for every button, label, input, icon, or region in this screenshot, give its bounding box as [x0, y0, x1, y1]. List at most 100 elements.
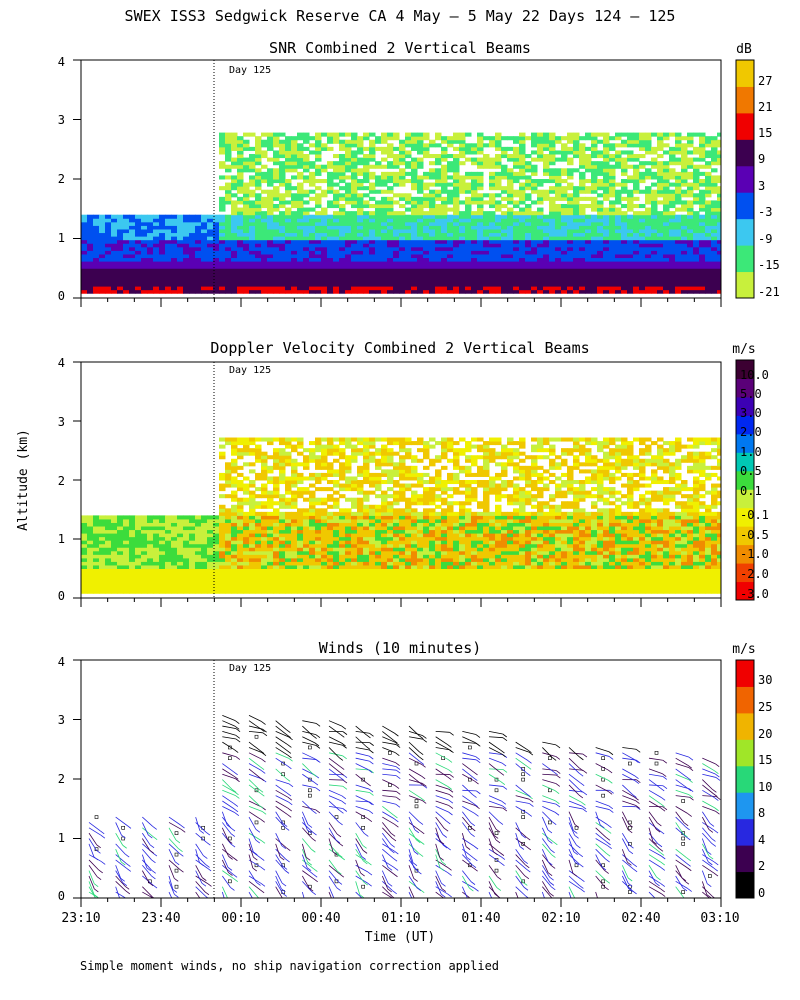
snr-cell: [603, 218, 610, 223]
doppler-cell: [111, 529, 118, 534]
snr-cell: [153, 282, 160, 287]
snr-cell: [483, 211, 490, 216]
snr-cell: [687, 189, 694, 194]
snr-cell: [327, 282, 334, 287]
snr-cell: [243, 211, 250, 216]
doppler-cell: [321, 526, 328, 531]
snr-cell: [693, 243, 700, 248]
doppler-cell: [141, 589, 148, 594]
snr-cell: [645, 289, 652, 294]
snr-cell: [249, 193, 256, 198]
snr-cell: [669, 182, 676, 187]
snr-cell: [237, 211, 244, 216]
snr-cell: [429, 189, 436, 194]
snr-cell: [579, 186, 586, 191]
snr-cell: [345, 232, 352, 237]
snr-cell: [507, 200, 514, 205]
snr-cell: [333, 236, 340, 241]
snr-cell: [453, 253, 460, 259]
snr-cell: [327, 203, 334, 209]
snr-cell: [231, 246, 238, 251]
snr-cell: [525, 168, 532, 173]
snr-cell: [405, 253, 412, 259]
doppler-cell: [99, 515, 106, 520]
snr-cell: [315, 171, 322, 176]
snr-cell: [693, 157, 700, 162]
snr-cell: [285, 268, 292, 273]
doppler-cell: [93, 543, 100, 548]
snr-cell: [249, 157, 256, 162]
snr-cell: [453, 282, 460, 287]
snr-cell: [639, 275, 646, 280]
snr-cell: [435, 207, 442, 212]
snr-cell: [231, 218, 238, 223]
snr-cell: [639, 211, 646, 216]
snr-cell: [159, 261, 166, 266]
doppler-cell: [321, 579, 328, 584]
doppler-cell: [147, 515, 154, 520]
snr-cell: [597, 246, 604, 251]
snr-cell: [207, 236, 214, 241]
snr-cell: [675, 214, 682, 219]
doppler-cell: [285, 437, 292, 442]
snr-cell: [693, 214, 700, 219]
snr-cell: [429, 243, 436, 248]
snr-cell: [411, 143, 418, 148]
doppler-cell: [219, 547, 226, 552]
snr-cell: [297, 218, 304, 223]
snr-cell: [489, 136, 496, 141]
snr-cell: [279, 200, 286, 205]
doppler-cell: [123, 536, 130, 541]
snr-cell: [597, 282, 604, 287]
snr-cell: [621, 132, 628, 137]
doppler-cell: [273, 547, 280, 552]
snr-cell: [549, 203, 556, 209]
snr-cell: [591, 282, 598, 287]
snr-cell: [633, 214, 640, 219]
doppler-cell: [273, 458, 280, 463]
snr-cell: [279, 232, 286, 237]
doppler-cell: [273, 589, 280, 594]
snr-cell: [465, 203, 472, 209]
snr-cell: [189, 275, 196, 280]
snr-cell: [633, 271, 640, 276]
doppler-cell: [273, 536, 280, 541]
snr-cell: [621, 286, 628, 291]
snr-cell: [87, 221, 94, 226]
snr-cell: [285, 182, 292, 187]
snr-cell: [129, 221, 136, 226]
snr-cell: [363, 175, 370, 180]
snr-cell: [393, 182, 400, 187]
snr-cell: [579, 243, 586, 248]
snr-cell: [111, 221, 118, 226]
snr-cell: [591, 139, 598, 144]
snr-cell: [225, 186, 232, 191]
snr-cell: [255, 289, 262, 294]
snr-cell: [675, 261, 682, 266]
snr-cell: [393, 271, 400, 276]
snr-cell: [279, 179, 286, 184]
snr-cell: [495, 182, 502, 187]
snr-cell: [393, 171, 400, 176]
snr-cell: [255, 146, 262, 151]
snr-cell: [615, 211, 622, 216]
snr-cell: [381, 136, 388, 141]
snr-cell: [399, 225, 406, 230]
snr-cell: [171, 246, 178, 251]
snr-cell: [177, 246, 184, 251]
snr-cell: [639, 146, 646, 151]
doppler-cell: [231, 469, 238, 474]
snr-cell: [291, 286, 298, 291]
snr-cell: [411, 275, 418, 280]
doppler-cell: [255, 543, 262, 548]
doppler-cell: [129, 568, 136, 573]
doppler-cell: [285, 554, 292, 559]
doppler-cell: [231, 586, 238, 591]
snr-cell: [681, 286, 688, 291]
snr-cell: [405, 221, 412, 226]
snr-cell: [441, 253, 448, 259]
snr-cell: [543, 268, 550, 273]
snr-cell: [261, 236, 268, 241]
snr-cell: [105, 239, 112, 244]
snr-cell: [663, 186, 670, 191]
